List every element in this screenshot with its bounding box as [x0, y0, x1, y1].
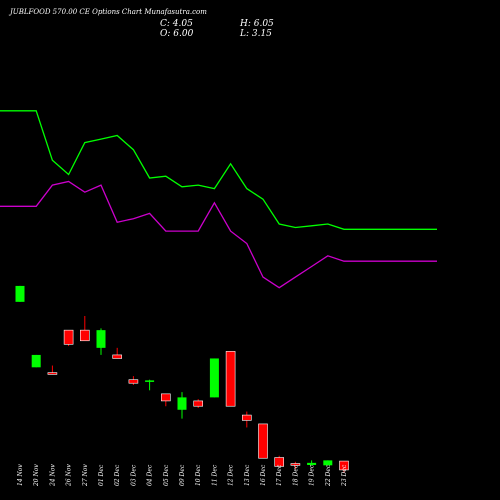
x-tick-label: 23 Dec — [341, 464, 348, 487]
x-tick-label: 03 Dec — [130, 464, 137, 486]
x-tick-label: 26 Nov — [66, 464, 73, 487]
candle-body — [31, 354, 41, 368]
candle-18-dec — [290, 461, 301, 469]
candle-05-dec — [161, 393, 171, 407]
close-value: C: 4.05 — [160, 19, 193, 29]
x-tick-label: 24 Nov — [49, 464, 56, 487]
candle-body — [128, 379, 139, 384]
candle-23-dec — [339, 460, 349, 473]
candle-body — [63, 329, 74, 345]
x-tick-label: 12 Dec — [228, 464, 235, 486]
x-tick-label: 13 Dec — [244, 464, 251, 486]
open-value: O: 6.00 — [160, 29, 194, 39]
candle-body — [15, 285, 25, 302]
high-value: H: 6.05 — [240, 19, 274, 29]
x-tick-label: 11 Dec — [211, 464, 218, 486]
candle-body — [290, 463, 301, 466]
candle-13-dec — [242, 411, 252, 428]
x-tick-label: 05 Dec — [163, 464, 170, 486]
candle-19-dec — [307, 460, 317, 466]
x-tick-label: 16 Dec — [260, 464, 267, 486]
x-tick-label: 18 Dec — [292, 464, 299, 486]
candlesticks — [15, 285, 349, 473]
chart-title: JUBLFOOD 570.00 CE Options Chart Munafas… — [10, 8, 207, 16]
candle-01-dec — [96, 328, 106, 355]
candle-body — [323, 460, 333, 466]
candle-body — [112, 354, 122, 359]
low-value: L: 3.15 — [240, 29, 272, 39]
candle-10-dec — [193, 399, 203, 408]
x-tick-label: 04 Dec — [147, 464, 154, 486]
candle-body — [96, 330, 106, 348]
candle-body — [258, 423, 268, 459]
candle-27-nov — [80, 316, 90, 342]
x-tick-label: 01 Dec — [98, 464, 105, 486]
candle-11-dec — [209, 358, 219, 398]
candle-body — [177, 397, 187, 410]
candle-24-nov — [47, 365, 58, 375]
x-tick-label: 02 Dec — [114, 464, 121, 486]
x-axis-labels: 14 Nov 20 Nov 24 Nov 26 Nov 27 Nov 01 Dec 02 D… — [17, 464, 348, 487]
candle-22-dec — [323, 460, 333, 466]
x-tick-label: 10 Dec — [195, 464, 202, 486]
candle-04-dec — [145, 379, 155, 391]
indicator-line-1 — [0, 110, 437, 230]
candle-body — [242, 414, 252, 421]
x-tick-label: 27 Nov — [82, 464, 89, 487]
indicator-lines — [0, 110, 437, 289]
x-tick-label: 14 Nov — [17, 464, 24, 486]
indicator-line-2 — [0, 180, 437, 289]
candle-14-nov — [15, 285, 25, 302]
x-tick-label: 17 Dec — [276, 464, 283, 486]
x-tick-label: 09 Dec — [179, 464, 186, 486]
candle-body — [339, 460, 349, 471]
candle-body — [193, 400, 203, 407]
candle-16-dec — [258, 423, 268, 459]
candle-26-nov — [63, 329, 74, 347]
candle-09-dec — [177, 392, 187, 419]
candle-body — [47, 372, 58, 375]
candle-12-dec — [225, 351, 236, 407]
candle-03-dec — [128, 376, 139, 385]
candle-02-dec — [112, 347, 122, 359]
candle-body — [80, 329, 90, 342]
candle-body — [209, 358, 219, 398]
candle-20-nov — [31, 354, 41, 368]
x-tick-label: 20 Nov — [33, 464, 40, 487]
candle-body — [307, 462, 317, 465]
x-tick-label: 19 Dec — [309, 464, 316, 486]
candle-body — [274, 457, 285, 467]
candle-body — [225, 351, 236, 407]
candle-body — [145, 380, 155, 382]
candle-17-dec — [274, 455, 285, 467]
x-tick-label: 22 Dec — [325, 464, 332, 487]
candle-body — [161, 393, 171, 402]
